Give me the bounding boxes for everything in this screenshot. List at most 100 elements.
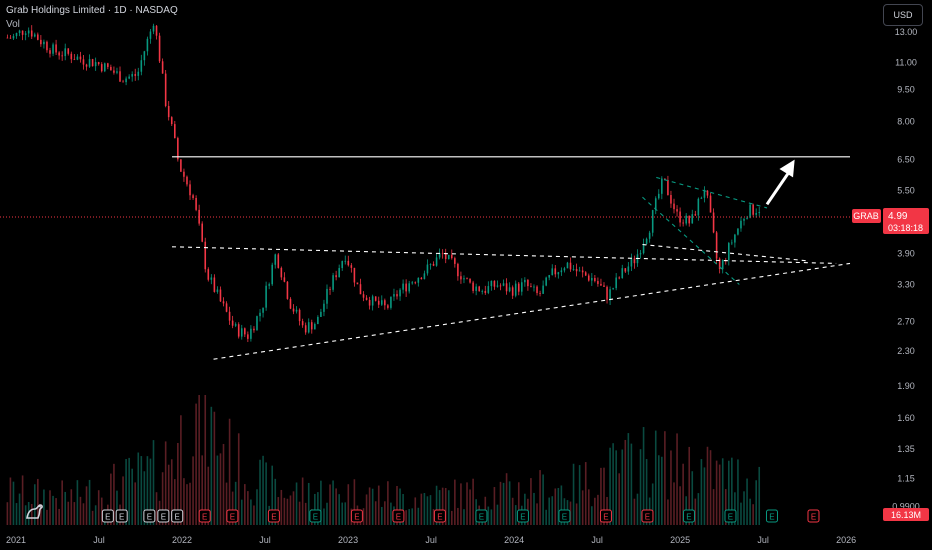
candle-body	[533, 286, 535, 288]
volume-bar	[58, 508, 60, 525]
candle-body	[597, 281, 599, 284]
volume-bar	[368, 487, 371, 525]
volume-bar	[627, 433, 630, 525]
volume-bar	[420, 493, 423, 525]
volume-bar	[128, 457, 130, 525]
earnings-marker-label: E	[119, 513, 124, 522]
volume-bar	[100, 497, 103, 525]
candle-body	[475, 286, 477, 291]
candle-body	[244, 328, 246, 335]
earnings-marker[interactable]	[558, 509, 571, 523]
volume-bar	[715, 460, 718, 525]
earnings-marker[interactable]	[171, 509, 184, 523]
wedge-lower-line[interactable]	[642, 196, 740, 285]
candle-body	[9, 37, 12, 39]
trendline-drawings[interactable]	[172, 156, 851, 360]
earnings-marker[interactable]	[115, 509, 128, 523]
candle-body	[670, 195, 672, 204]
volume-bar	[603, 467, 605, 525]
candlestick-series	[6, 23, 761, 343]
volume-bar	[234, 481, 237, 525]
candle-body	[326, 288, 328, 304]
earnings-marker-label: E	[105, 513, 110, 522]
volume-bar	[183, 478, 185, 525]
symbol-tag-text: GRAB	[853, 211, 879, 221]
earnings-marker[interactable]	[433, 509, 446, 523]
candle-body	[740, 220, 742, 229]
candle-body	[70, 53, 73, 60]
price-axis[interactable]: 13.0011.009.508.006.505.504.503.903.302.…	[892, 27, 920, 511]
earnings-marker[interactable]	[724, 509, 737, 523]
earnings-marker[interactable]	[309, 509, 322, 523]
earnings-marker[interactable]	[267, 509, 280, 523]
volume-bar	[624, 439, 627, 525]
volume-bar	[426, 496, 429, 525]
candle-body	[128, 76, 130, 79]
volume-bar	[170, 459, 173, 525]
earnings-marker[interactable]	[516, 509, 529, 523]
candle-body	[423, 273, 426, 280]
volume-bar	[18, 493, 21, 525]
candle-body	[298, 309, 301, 322]
earnings-marker[interactable]	[765, 509, 778, 523]
candle-body	[21, 30, 24, 35]
volume-bar	[70, 489, 73, 525]
earnings-marker[interactable]	[198, 509, 211, 523]
volume-bar	[746, 478, 748, 525]
candle-body	[222, 301, 225, 304]
currency-button[interactable]: USD	[883, 4, 923, 26]
tradingview-logo-icon[interactable]	[24, 500, 46, 522]
triangle-lower-line[interactable]	[213, 262, 851, 360]
earnings-marker[interactable]	[599, 509, 612, 523]
candle-body	[639, 253, 642, 255]
candle-body	[524, 279, 526, 283]
candle-body	[76, 56, 79, 60]
candle-body	[198, 209, 200, 224]
earnings-marker[interactable]	[807, 509, 820, 523]
time-axis[interactable]: 2021 Jul 2022 Jul 2023 Jul 2024 Jul 2025 Jul 2026	[6, 535, 856, 545]
earnings-marker-label: E	[161, 513, 166, 522]
candle-body	[676, 209, 678, 212]
earnings-marker[interactable]	[143, 509, 156, 523]
volume-bar	[140, 456, 143, 525]
candle-body	[100, 64, 103, 72]
volume-bar	[703, 467, 706, 525]
volume-bar	[326, 502, 328, 525]
triangle-upper-line[interactable]	[172, 246, 837, 264]
volume-bar	[298, 501, 301, 525]
candle-body	[417, 277, 420, 283]
time-tick-label: Jul	[425, 535, 437, 545]
volume-bar	[679, 486, 681, 525]
arrow-shaft[interactable]	[765, 168, 792, 206]
earnings-marker[interactable]	[392, 509, 405, 523]
volume-bar	[265, 462, 267, 525]
volume-bar	[548, 497, 551, 525]
earnings-marker[interactable]	[641, 509, 654, 523]
volume-bar	[499, 481, 502, 525]
earnings-marker[interactable]	[350, 509, 363, 523]
volume-bar	[237, 433, 240, 525]
candle-body	[709, 195, 712, 213]
arrow-head[interactable]	[779, 159, 795, 178]
earnings-marker[interactable]	[682, 509, 695, 523]
earnings-marker[interactable]	[157, 509, 170, 523]
candle-body	[201, 223, 203, 242]
volume-bar	[174, 479, 176, 525]
last-price-text: 4.99	[888, 211, 908, 222]
volume-bar	[642, 427, 645, 525]
earnings-marker[interactable]	[226, 509, 239, 523]
volume-bar	[6, 502, 9, 525]
volume-tag	[883, 508, 929, 521]
volume-bar	[536, 503, 538, 525]
earnings-marker[interactable]	[101, 509, 114, 523]
candle-body	[539, 293, 541, 294]
candle-body	[55, 44, 57, 53]
volume-bar	[508, 481, 511, 525]
volume-bar	[554, 488, 557, 525]
volume-bar	[73, 502, 76, 525]
volume-bar	[271, 465, 274, 525]
upper-to-apex-line[interactable]	[642, 243, 809, 262]
earnings-marker[interactable]	[475, 509, 488, 523]
wedge-upper-line[interactable]	[656, 176, 768, 209]
